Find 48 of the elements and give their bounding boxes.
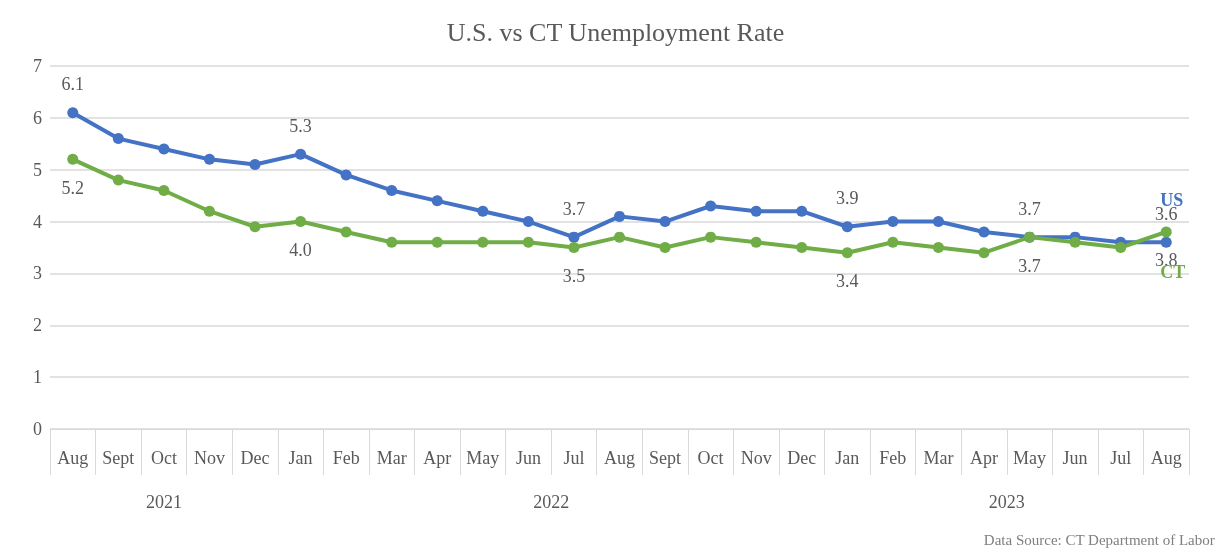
y-tick-label: 2 — [33, 315, 42, 336]
x-tick-label: Dec — [787, 448, 817, 468]
x-tick-label: Jan — [835, 448, 860, 468]
source-note: Data Source: CT Department of Labor — [983, 531, 1215, 548]
x-tick-label: Nov — [740, 448, 772, 468]
data-label: 3.4 — [836, 271, 859, 292]
x-tick-label: Apr — [969, 448, 998, 468]
x-tick-label: Sept — [649, 448, 682, 468]
x-tick-label: Feb — [332, 448, 360, 468]
x-tick-label: Nov — [193, 448, 225, 468]
x-tick-label: May — [1013, 448, 1047, 468]
text: 2023 — [988, 492, 1025, 512]
data-label: 6.1 — [61, 74, 85, 95]
y-tick-label: 7 — [33, 56, 42, 76]
x-tick-label: Mar — [376, 448, 407, 468]
text: 2021 — [145, 492, 182, 512]
x-tick-label: Aug — [604, 448, 635, 468]
data-label: 3.5 — [562, 266, 586, 286]
y-tick-label: 1 — [33, 367, 42, 388]
y-tick-label: 3 — [33, 263, 42, 284]
data-label: 5.3 — [289, 115, 312, 136]
x-tick-label: Jul — [563, 448, 585, 468]
data-label: 3.7 — [1018, 198, 1041, 219]
x-tick-label: Jul — [1110, 448, 1132, 468]
y-tick-label: 4 — [33, 211, 42, 232]
x-tick-label: Dec — [240, 448, 270, 468]
x-tick-label: May — [466, 448, 500, 468]
data-label: 3.7 — [1018, 255, 1041, 276]
data-label: 5.2 — [61, 177, 85, 198]
y-tick-label: 0 — [33, 419, 42, 439]
data-label: 4.0 — [289, 240, 312, 261]
x-tick-label: Jun — [1062, 448, 1088, 468]
x-tick-label: Oct — [697, 448, 724, 468]
x-tick-label: Oct — [150, 448, 177, 468]
data-label: 3.9 — [836, 188, 859, 209]
x-tick-label: Aug — [57, 448, 89, 468]
text: 2022 — [533, 492, 570, 512]
x-tick-label: Feb — [879, 448, 907, 468]
x-tick-label: Sept — [102, 448, 135, 468]
x-tick-label: Jun — [515, 448, 541, 468]
x-tick-label: Apr — [423, 448, 452, 468]
x-tick-label: Aug — [1150, 448, 1182, 468]
y-tick-label: 5 — [33, 159, 42, 180]
y-tick-label: 6 — [33, 107, 42, 128]
data-label: 3.7 — [562, 198, 586, 219]
chart-title: U.S. vs CT Unemployment Rate — [446, 17, 785, 47]
x-tick-label: Jan — [288, 448, 313, 468]
x-tick-label: Mar — [923, 448, 954, 468]
